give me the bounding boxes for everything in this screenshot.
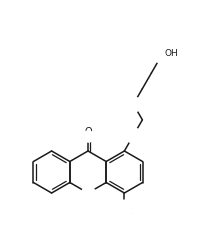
Text: CH₃: CH₃ [116,207,133,216]
Text: OH: OH [164,49,178,58]
Text: HN: HN [128,132,141,141]
Text: NH: NH [128,100,141,109]
Text: S: S [84,188,92,198]
Text: O: O [84,127,92,137]
